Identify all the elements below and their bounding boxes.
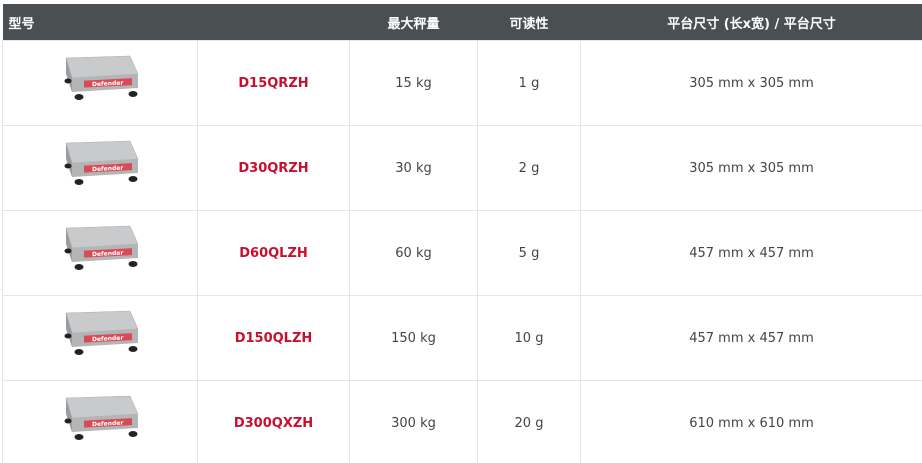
scale-image: Defender bbox=[64, 140, 139, 185]
readability-cell: 5 g bbox=[477, 210, 581, 296]
platform-size-cell: 305 mm x 305 mm bbox=[580, 40, 922, 126]
table-row: Defender D15QRZH 15 kg 1 g 305 mm x 305 … bbox=[2, 40, 922, 126]
svg-text:Defender: Defender bbox=[92, 335, 123, 344]
scale-image: Defender bbox=[64, 310, 139, 355]
table-row: Defender D300QXZH 300 kg 20 g 610 mm x 6… bbox=[2, 380, 922, 463]
scale-image: Defender bbox=[64, 395, 139, 440]
readability-cell: 2 g bbox=[477, 125, 581, 211]
capacity-cell: 300 kg bbox=[349, 380, 478, 463]
header-capacity: 最大秤量 bbox=[349, 4, 478, 41]
readability-cell: 1 g bbox=[477, 40, 581, 126]
readability-cell: 10 g bbox=[477, 295, 581, 381]
scale-image: Defender bbox=[64, 55, 139, 100]
platform-size-cell: 305 mm x 305 mm bbox=[580, 125, 922, 211]
model-cell[interactable]: D30QRZH bbox=[197, 125, 350, 211]
svg-text:Defender: Defender bbox=[92, 80, 123, 89]
svg-text:Defender: Defender bbox=[92, 420, 123, 429]
model-cell[interactable]: D300QXZH bbox=[197, 380, 350, 463]
capacity-cell: 30 kg bbox=[349, 125, 478, 211]
product-image-cell: Defender bbox=[2, 125, 198, 211]
product-table: 型号 最大秤量 可读性 平台尺寸 (长x宽) / 平台尺寸 Defender D… bbox=[2, 4, 922, 463]
product-image-cell: Defender bbox=[2, 40, 198, 126]
capacity-cell: 60 kg bbox=[349, 210, 478, 296]
capacity-cell: 150 kg bbox=[349, 295, 478, 381]
model-cell[interactable]: D60QLZH bbox=[197, 210, 350, 296]
product-image-cell: Defender bbox=[2, 295, 198, 381]
header-platform-size: 平台尺寸 (长x宽) / 平台尺寸 bbox=[580, 4, 922, 41]
platform-size-cell: 457 mm x 457 mm bbox=[580, 295, 922, 381]
header-readability: 可读性 bbox=[477, 4, 581, 41]
model-cell[interactable]: D15QRZH bbox=[197, 40, 350, 126]
product-image-cell: Defender bbox=[2, 210, 198, 296]
svg-text:Defender: Defender bbox=[92, 165, 123, 174]
table-row: Defender D60QLZH 60 kg 5 g 457 mm x 457 … bbox=[2, 210, 922, 296]
svg-text:Defender: Defender bbox=[92, 250, 123, 259]
readability-cell: 20 g bbox=[477, 380, 581, 463]
table-row: Defender D150QLZH 150 kg 10 g 457 mm x 4… bbox=[2, 295, 922, 381]
capacity-cell: 15 kg bbox=[349, 40, 478, 126]
header-model: 型号 bbox=[2, 4, 198, 41]
platform-size-cell: 457 mm x 457 mm bbox=[580, 210, 922, 296]
product-image-cell: Defender bbox=[2, 380, 198, 463]
table-header-row: 型号 最大秤量 可读性 平台尺寸 (长x宽) / 平台尺寸 bbox=[2, 4, 922, 41]
model-cell[interactable]: D150QLZH bbox=[197, 295, 350, 381]
header-blank bbox=[197, 4, 350, 41]
scale-image: Defender bbox=[64, 225, 139, 270]
table-row: Defender D30QRZH 30 kg 2 g 305 mm x 305 … bbox=[2, 125, 922, 211]
platform-size-cell: 610 mm x 610 mm bbox=[580, 380, 922, 463]
